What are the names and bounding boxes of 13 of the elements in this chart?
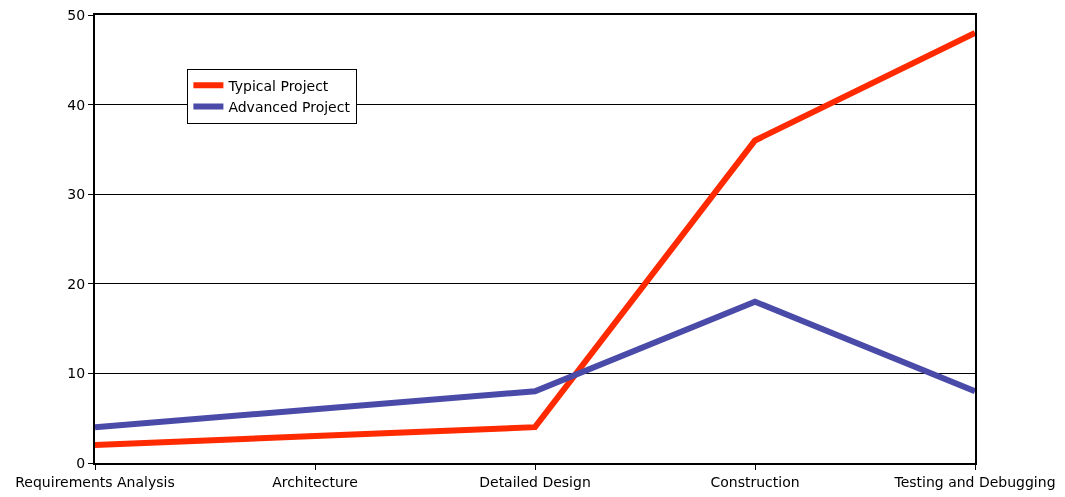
legend-label: Typical Project: [227, 77, 329, 94]
y-tick-label: 0: [76, 454, 86, 471]
y-tick-label: 30: [67, 186, 86, 203]
x-tick-label: Construction: [710, 473, 800, 490]
y-tick-label: 40: [67, 96, 86, 113]
x-tick-label: Testing and Debugging: [893, 473, 1056, 490]
y-tick-label: 20: [67, 275, 86, 292]
y-tick-label: 10: [67, 365, 86, 382]
x-tick-label: Requirements Analysis: [15, 473, 175, 490]
x-tick-label: Detailed Design: [479, 473, 591, 490]
x-tick-label: Architecture: [272, 473, 358, 490]
legend-label: Advanced Project: [228, 99, 351, 116]
y-tick-label: 50: [67, 6, 86, 23]
